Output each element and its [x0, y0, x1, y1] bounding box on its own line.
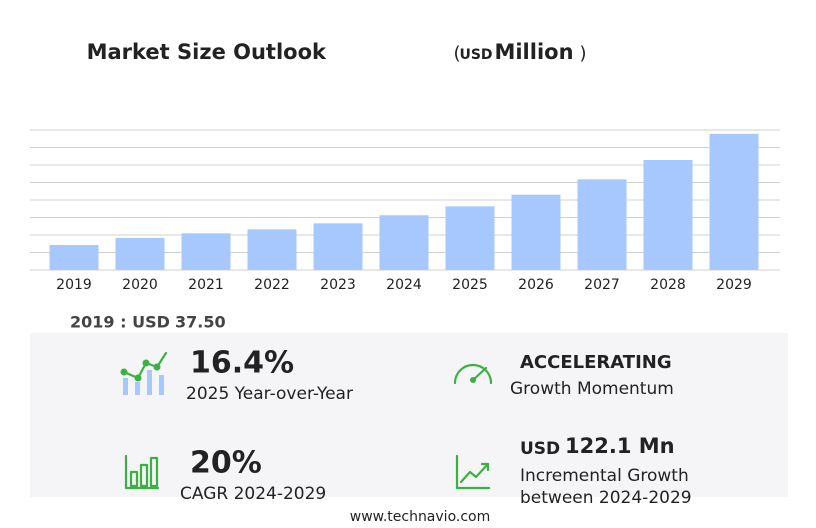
- x-tick-label: 2029: [716, 277, 752, 293]
- bar: [49, 245, 99, 270]
- kpi-label: Incremental Growth: [520, 466, 689, 486]
- unit-paren: ): [579, 43, 586, 64]
- kpi-value: 20%: [190, 446, 262, 481]
- unit-currency: USD: [459, 47, 492, 63]
- bar: [709, 133, 759, 270]
- kpi-value: 122.1 Mn: [565, 434, 675, 458]
- footer: www.technavio.com: [350, 509, 491, 525]
- bar: [181, 233, 231, 270]
- bar: [445, 206, 495, 270]
- x-tick-label: 2020: [122, 277, 158, 293]
- x-tick-label: 2027: [584, 277, 620, 293]
- bar: [577, 179, 627, 270]
- base-label: 2019 : USD: [70, 313, 170, 332]
- bar: [379, 215, 429, 270]
- kpi-label: CAGR 2024-2029: [180, 484, 326, 504]
- x-tick-label: 2021: [188, 277, 224, 293]
- increment-icon: [455, 454, 491, 490]
- x-tick-label: 2019: [56, 277, 92, 293]
- kpi-label: between 2024-2029: [520, 488, 692, 508]
- x-tick-label: 2028: [650, 277, 686, 293]
- momentum-icon: [453, 363, 493, 385]
- bar: [247, 229, 297, 270]
- bar: [643, 160, 693, 270]
- cagr-icon: [124, 454, 160, 490]
- yoy-icon: [120, 351, 168, 395]
- kpi-value: ACCELERATING: [520, 352, 672, 373]
- bar: [115, 238, 165, 270]
- x-tick-label: 2025: [452, 277, 488, 293]
- x-tick-label: 2022: [254, 277, 290, 293]
- kpi-label: 2025 Year-over-Year: [186, 384, 353, 404]
- bar: [511, 194, 561, 270]
- x-tick-label: 2024: [386, 277, 422, 293]
- base-value: 37.50: [175, 313, 226, 332]
- x-tick-label: 2026: [518, 277, 554, 293]
- chart-title: Market Size Outlook: [87, 40, 327, 64]
- unit-paren: (: [453, 43, 460, 64]
- kpi-currency: USD: [520, 439, 560, 459]
- kpi-value: 16.4%: [190, 346, 294, 381]
- unit: Million: [494, 40, 573, 64]
- bar: [313, 223, 363, 270]
- kpi-label: Growth Momentum: [510, 379, 674, 399]
- x-tick-label: 2023: [320, 277, 356, 293]
